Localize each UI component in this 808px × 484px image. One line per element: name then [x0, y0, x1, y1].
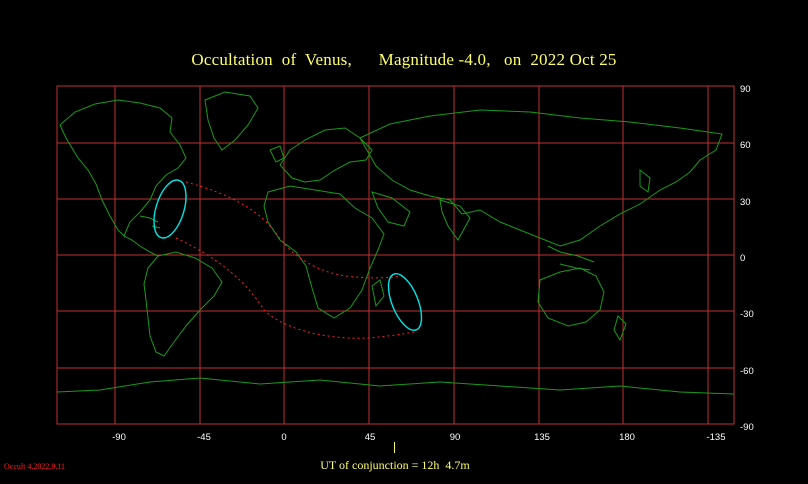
caribbean-islands [139, 215, 161, 229]
india-coast [439, 199, 471, 241]
lon-tick-label: 180 [619, 432, 635, 443]
japan-coast [639, 168, 651, 193]
north-america-coast [59, 99, 187, 237]
conjunction-marker [394, 442, 395, 453]
lat-tick-label: 90 [740, 84, 751, 95]
map-title: Occultation of Venus, Magnitude -4.0, on… [191, 50, 617, 69]
lat-tick-label: 0 [740, 253, 745, 264]
northern-limit-path [185, 181, 403, 279]
lon-tick-label: -135 [706, 432, 725, 443]
madagascar-coast [371, 279, 385, 308]
australia-coast [537, 267, 605, 327]
europe-coast [279, 127, 373, 183]
coastlines [56, 91, 735, 395]
british-isles [269, 145, 285, 163]
lon-tick-label: -45 [197, 432, 211, 443]
lon-tick-label: -90 [112, 432, 126, 443]
lon-tick-label: 90 [450, 432, 461, 443]
new-zealand-coast [613, 315, 627, 342]
visibility-limit-americas [153, 179, 187, 239]
lat-tick-label: -60 [740, 366, 754, 377]
ut-conjunction-label: UT of conjunction = 12h 4.7m [320, 458, 470, 472]
africa-coast [263, 185, 385, 319]
graticule [57, 86, 734, 424]
lon-tick-label: 0 [281, 432, 286, 443]
lon-tick-label: 135 [534, 432, 550, 443]
south-america-coast [143, 251, 223, 357]
central-america-coast [123, 235, 159, 257]
lon-tick-label: 45 [365, 432, 376, 443]
arabia-coast [371, 191, 411, 227]
antarctica-coast [56, 377, 735, 395]
occultation-path [175, 181, 415, 339]
lat-tick-label: -90 [740, 422, 754, 433]
lat-tick-label: 60 [740, 140, 751, 151]
lat-tick-label: 30 [740, 197, 751, 208]
version-label: Occult 4.2022.9.11 [4, 462, 66, 471]
southern-limit-path [175, 237, 415, 339]
greenland-coast [204, 91, 259, 151]
southeast-asia-islands [547, 245, 595, 271]
lat-tick-label: -30 [740, 309, 754, 320]
asia-coast [359, 109, 723, 247]
visibility-limit-indian-ocean [387, 273, 423, 331]
